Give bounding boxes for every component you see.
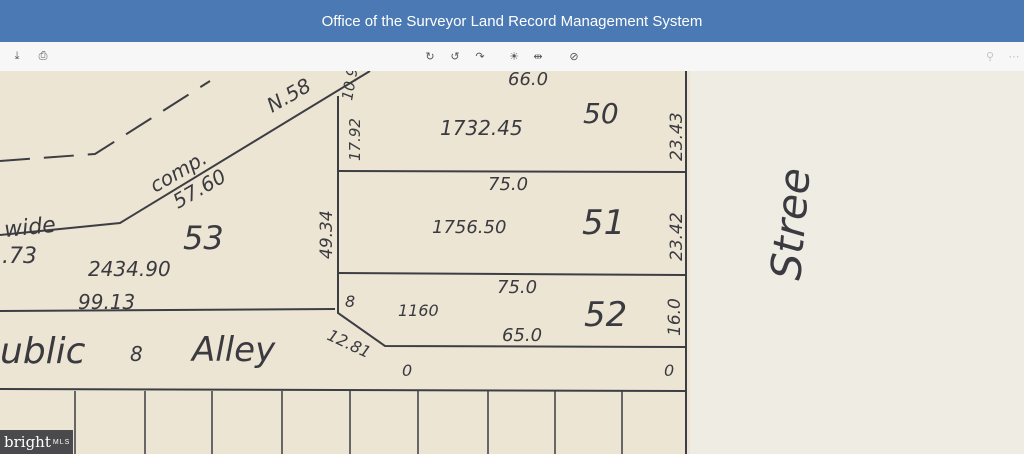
label: 99.13 [78,290,135,314]
document-viewer[interactable]: 66.0 50 1732.45 10.97 17.92 23.43 N.58 c… [0,71,1024,454]
more-icon[interactable]: ⋯ [1008,50,1020,63]
grid-lines [74,391,623,454]
redo-icon[interactable]: ↷ [475,50,485,63]
brightness-icon[interactable]: ☀ [509,50,519,63]
plat-drawing: 66.0 50 1732.45 10.97 17.92 23.43 N.58 c… [0,71,820,454]
label: ublic [0,331,86,372]
print-icon[interactable]: ⎙ [38,49,48,62]
blank-margin [690,71,1024,454]
label: 49.34 [317,210,337,259]
label: 16.0 [665,298,685,336]
logo-suffix: MLS [52,438,71,446]
dashed-line [0,80,211,162]
street-label: Stree [761,166,820,282]
hide-icon[interactable]: ⊘ [569,50,579,63]
app-title: Office of the Surveyor Land Record Manag… [321,12,703,30]
lot-line [337,170,687,173]
lot-line [337,272,687,276]
viewer-toolbar: ⤓ ⎙ ↻ ↺ ↷ ☀ ⇹ ⊘ ⚲ ⋯ [0,42,1024,72]
label: 23.43 [667,112,687,161]
area-label: 1756.50 [432,217,506,238]
bright-mls-logo: bright MLS [0,430,73,454]
label: 17.92 [346,118,364,161]
label: 23.42 [667,212,687,261]
lot-boundary [337,96,687,348]
label: 0 [664,361,674,380]
label: 66.0 [508,71,548,90]
area-label: 2434.90 [88,257,171,281]
label: 75.0 [497,277,537,298]
label: 10.97 [338,71,363,102]
label: .73 [2,244,37,269]
area-label: 1732.45 [440,116,523,140]
property-line [0,71,371,236]
download-icon[interactable]: ⤓ [14,49,20,62]
lot-number: 51 [582,203,625,243]
lot-number: 52 [584,295,627,335]
label: 8 [345,292,355,311]
logo-brand: bright [4,433,51,451]
alley-line [0,388,687,392]
rotate-clockwise-icon[interactable]: ↻ [425,50,435,63]
label: 75.0 [488,174,528,195]
lot-number: 53 [183,219,224,257]
label: N.58 [263,73,316,117]
rotate-counterclockwise-icon[interactable]: ↺ [450,50,460,63]
flip-horizontal-icon[interactable]: ⇹ [533,50,543,63]
label: Alley [190,330,276,370]
lot-number: 50 [583,97,619,130]
area-label: 1160 [398,301,439,320]
app-header: Office of the Surveyor Land Record Manag… [0,0,1024,42]
zoom-icon[interactable]: ⚲ [985,50,995,63]
label: wide [3,213,57,243]
label: 12.81 [324,325,374,362]
label: 65.0 [502,325,542,346]
label: 0 [402,361,412,380]
label: 8 [130,342,143,366]
property-line [0,308,336,312]
